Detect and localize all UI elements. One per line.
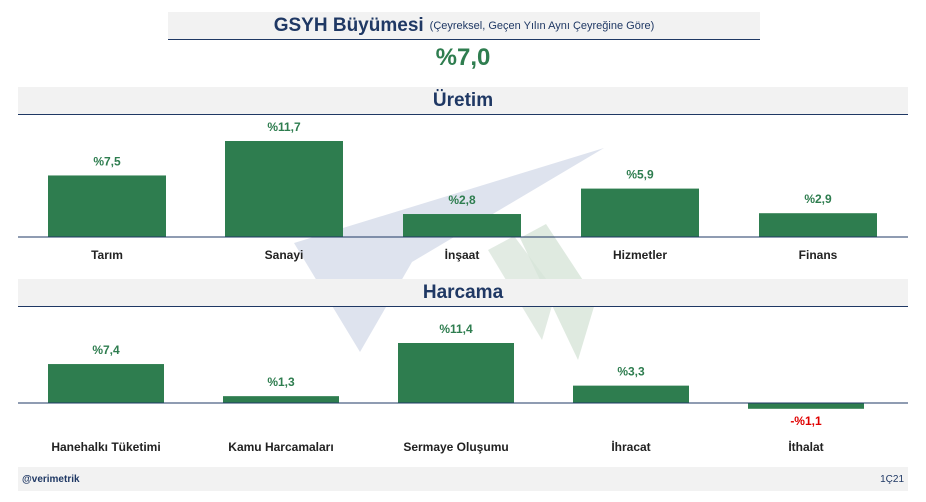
category-label: İnşaat	[445, 247, 480, 262]
footer-handle: @verimetrik	[22, 473, 80, 485]
chart-subtitle: (Çeyreksel, Geçen Yılın Aynı Çeyreğine G…	[429, 19, 655, 32]
category-label: Hizmetler	[613, 248, 667, 262]
bar-value-label: -%1,1	[790, 414, 822, 428]
bar	[759, 213, 877, 237]
chart-title-box: GSYH Büyümesi (Çeyreksel, Geçen Yılın Ay…	[168, 12, 760, 40]
chart-production: %7,5 Tarım %11,7 Sanayi %2,8 İnşaat %5,9 Hizmet…	[18, 120, 908, 262]
bar	[403, 214, 521, 237]
category-label: Finans	[799, 248, 838, 262]
category-label: Sermaye Oluşumu	[403, 440, 508, 454]
bar-value-label: %1,3	[267, 375, 295, 389]
bar	[573, 385, 689, 403]
bar	[398, 343, 514, 403]
chart-title: GSYH Büyümesi	[273, 14, 424, 36]
bar-value-label: %3,3	[617, 365, 645, 379]
bar	[748, 403, 864, 409]
footer-period: 1Ç21	[880, 473, 904, 485]
bar	[225, 141, 343, 237]
category-label: Kamu Harcamaları	[228, 440, 333, 454]
category-label: İhracat	[611, 439, 650, 454]
bar-value-label: %11,7	[267, 120, 301, 134]
category-label: İthalat	[788, 439, 823, 454]
bar-value-label: %5,9	[626, 168, 654, 182]
bar-value-label: %7,5	[93, 154, 121, 168]
bar	[48, 364, 164, 403]
section-production-title: Üretim	[432, 89, 494, 111]
bar-value-label: %11,4	[439, 322, 473, 336]
chart-expenditure: %7,4 Hanehalkı Tüketimi %1,3 Kamu Harcamala…	[18, 322, 908, 454]
category-label: Tarım	[91, 248, 123, 262]
category-label: Hanehalkı Tüketimi	[51, 440, 160, 454]
gdp-growth-headline: %7,0	[435, 44, 491, 71]
bar-value-label: %7,4	[92, 343, 120, 357]
category-label: Sanayi	[265, 248, 304, 262]
section-expenditure-title: Harcama	[422, 281, 504, 303]
section-expenditure-header: Harcama	[18, 279, 908, 307]
bar	[48, 175, 166, 237]
bar	[581, 188, 699, 237]
bar-value-label: %2,9	[804, 192, 832, 206]
section-production-header: Üretim	[18, 87, 908, 115]
footer-bar: @verimetrik 1Ç21	[18, 467, 908, 491]
bar-value-label: %2,8	[448, 193, 476, 207]
bar	[223, 396, 339, 403]
